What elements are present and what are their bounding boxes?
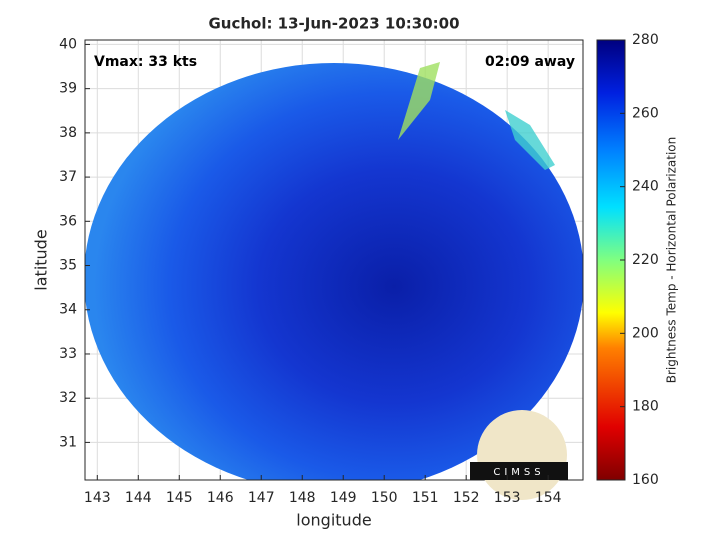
logo: CIMSS	[470, 410, 568, 500]
colorbar-tick-label: 160	[632, 472, 659, 488]
y-tick-label: 34	[59, 302, 77, 318]
x-tick-label: 147	[248, 490, 275, 506]
y-tick-label: 38	[59, 125, 77, 141]
y-tick-label: 31	[59, 434, 77, 450]
colorbar-tick-label: 200	[632, 325, 659, 341]
y-tick-label: 35	[59, 258, 77, 274]
colorbar-tick-label: 220	[632, 252, 659, 268]
x-tick-label: 154	[535, 490, 562, 506]
y-tick-label: 32	[59, 390, 77, 406]
y-tick-label: 33	[59, 346, 77, 362]
y-tick-label: 36	[59, 213, 77, 229]
x-tick-label: 153	[494, 490, 521, 506]
annotation: 02:09 away	[485, 54, 575, 70]
x-tick-label: 148	[289, 490, 316, 506]
annotation: Vmax: 33 kts	[94, 54, 197, 70]
x-tick-label: 149	[330, 490, 357, 506]
colorbar-tick-label: 180	[632, 399, 659, 415]
x-tick-label: 152	[453, 490, 480, 506]
x-tick-label: 151	[412, 490, 439, 506]
y-tick-label: 37	[59, 169, 77, 185]
y-axis-label: latitude	[32, 229, 51, 290]
x-tick-label: 150	[371, 490, 398, 506]
chart-title: Guchol: 13-Jun-2023 10:30:00	[208, 15, 459, 33]
colorbar-tick-label: 260	[632, 105, 659, 121]
x-tick-label: 144	[125, 490, 152, 506]
colorbar-label: Brightness Temp - Horizontal Polarizatio…	[665, 137, 679, 384]
colorbar-tick-label: 280	[632, 32, 659, 48]
y-tick-label: 40	[59, 36, 77, 52]
x-tick-label: 145	[166, 490, 193, 506]
satellite-image	[85, 62, 583, 480]
x-tick-label: 146	[207, 490, 234, 506]
colorbar-tick-label: 240	[632, 179, 659, 195]
x-axis-label: longitude	[296, 511, 371, 530]
y-tick-label: 39	[59, 81, 77, 97]
plot-frame	[84, 39, 584, 481]
x-tick-label: 143	[84, 490, 111, 506]
logo-text: CIMSS	[493, 467, 544, 478]
